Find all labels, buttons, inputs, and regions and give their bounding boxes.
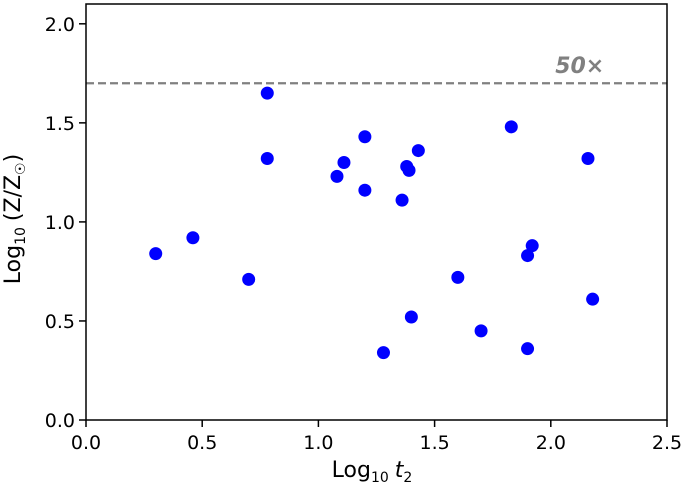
data-point [521,249,535,263]
x-tick-label: 1.5 [419,432,449,454]
y-tick-label: 1.0 [45,212,75,234]
data-point [260,86,274,100]
data-point [337,155,351,169]
data-point [581,152,595,166]
data-point [586,292,600,306]
data-point [525,239,539,253]
data-point [358,183,372,197]
reference-line-label: 50× [555,54,604,79]
x-tick-label: 0.0 [71,432,101,454]
x-tick-label: 0.5 [187,432,217,454]
y-tick-label: 0.0 [45,410,75,432]
y-axis-label-close: ) [1,154,26,163]
y-tick-label: 2.0 [45,14,75,36]
y-tick-label: 0.5 [45,311,75,333]
y-axis-label-sun-symbol: ☉ [13,162,29,175]
y-axis-label-subscript: 10 [13,227,29,245]
data-point [260,152,274,166]
x-axis-label-variable-subscript: 2 [403,470,412,484]
data-point [411,144,425,158]
x-axis-label-variable: t [395,458,405,483]
x-tick-label: 2.5 [652,432,682,454]
data-point [504,120,518,134]
data-points-layer [149,86,600,360]
plot-frame [85,3,668,421]
data-point [358,130,372,144]
data-point [474,324,488,338]
data-point [404,310,418,324]
data-point [395,193,409,207]
x-axis-label: Log10 t2 [332,458,413,484]
y-axis-label-prefix: Log [1,245,26,284]
data-point [186,231,200,245]
x-axis-label-subscript: 10 [371,470,389,484]
x-axis-label-prefix: Log [332,458,371,483]
data-point [402,163,416,177]
x-tick-label: 2.0 [536,432,566,454]
x-tick-label: 1.0 [303,432,333,454]
data-point [451,270,465,284]
data-point [376,346,390,360]
data-point [330,169,344,183]
data-point [242,272,256,286]
y-tick-label: 1.5 [45,113,75,135]
y-axis-label: Log10 (Z/Z☉) [1,154,29,284]
data-point [149,247,163,261]
y-axis-label-body: (Z/Z [1,175,26,221]
ticks-layer: 0.0 0.5 1.0 1.5 2.0 2.5 0.0 0.5 1.0 1.5 2.0 [45,14,682,454]
data-point [521,342,535,356]
reference-line-layer: 50× [86,54,667,85]
